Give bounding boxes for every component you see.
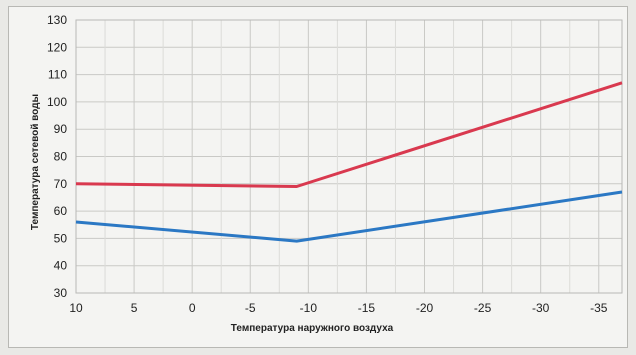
x-tick-label: -35 xyxy=(590,301,608,315)
y-tick-label: 80 xyxy=(54,150,68,164)
y-tick-label: 30 xyxy=(54,286,68,300)
x-tick-label: 10 xyxy=(69,301,83,315)
y-tick-label: 40 xyxy=(54,259,68,273)
grid xyxy=(75,19,623,294)
y-tick-label: 120 xyxy=(47,40,67,54)
y-tick-label: 60 xyxy=(54,204,68,218)
plot-border xyxy=(75,19,623,294)
y-axis-label: Температура сетевой воды xyxy=(30,94,41,230)
x-tick-label: -10 xyxy=(300,301,318,315)
chart-frame xyxy=(8,6,628,348)
x-tick-label: 0 xyxy=(189,301,196,315)
y-tick-labels: 30 40 50 60 70 80 90 100 110 120 130 xyxy=(47,13,67,300)
x-tick-label: -30 xyxy=(532,301,550,315)
y-tick-label: 130 xyxy=(47,13,67,27)
series-lines xyxy=(75,81,623,243)
x-tick-label: -20 xyxy=(416,301,434,315)
x-tick-label: 5 xyxy=(131,301,138,315)
x-tick-label: -25 xyxy=(474,301,492,315)
series-line-2 xyxy=(75,190,623,243)
x-axis-label: Температура наружного воздуха xyxy=(231,323,394,334)
y-tick-label: 50 xyxy=(54,231,68,245)
y-tick-label: 90 xyxy=(54,122,68,136)
y-tick-label: 110 xyxy=(48,68,67,82)
x-tick-label: -15 xyxy=(358,301,376,315)
x-tick-labels: 10 5 0 -5 -10 -15 -20 -25 -30 -35 xyxy=(69,301,607,315)
y-tick-label: 100 xyxy=(47,95,67,109)
series-line-1 xyxy=(75,81,623,188)
y-tick-label: 70 xyxy=(54,177,68,191)
x-tick-label: -5 xyxy=(245,301,256,315)
